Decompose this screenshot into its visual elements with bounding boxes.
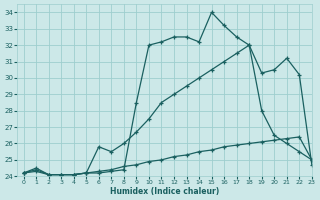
X-axis label: Humidex (Indice chaleur): Humidex (Indice chaleur) [110,187,219,196]
